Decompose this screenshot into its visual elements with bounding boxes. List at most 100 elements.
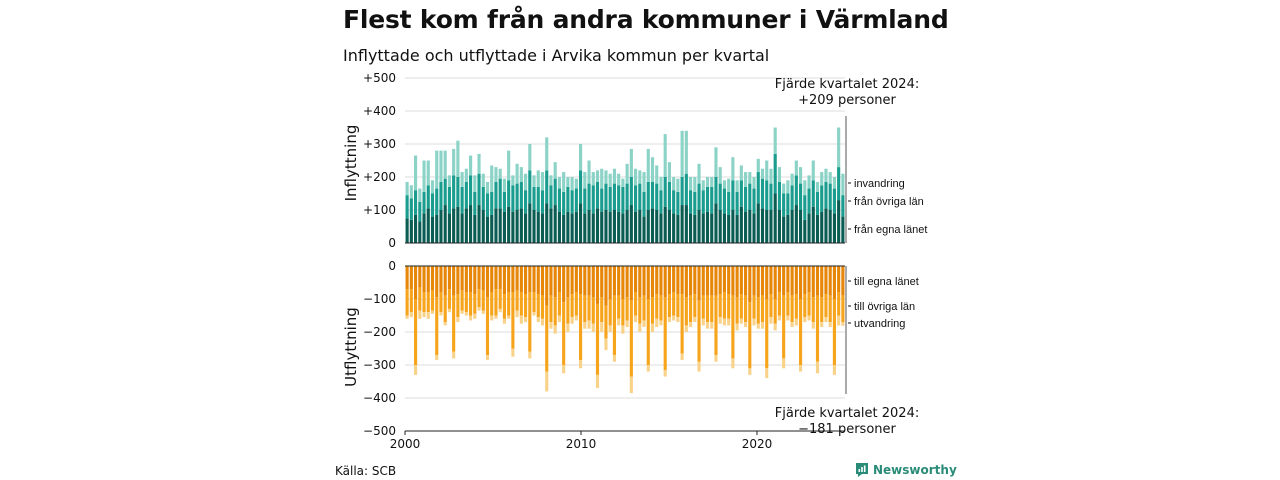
outflow-bar-ovriga: [595, 303, 600, 375]
inflow-bar-ovriga: [697, 183, 701, 210]
inflow-bar-lan: [701, 213, 705, 243]
inflow-bar-lan: [498, 208, 502, 243]
outflow-bar-ovriga: [498, 289, 502, 309]
outflow-bar-lan: [422, 266, 426, 293]
outflow-bar-lan: [549, 266, 553, 296]
inflow-bar-lan: [760, 208, 765, 243]
inflow-bar-migration: [782, 183, 786, 194]
inflow-bar-ovriga: [629, 177, 633, 206]
outflow-bar-lan: [435, 266, 439, 298]
outflow-bar-migration: [439, 312, 443, 316]
inflow-bar-ovriga: [464, 181, 468, 209]
inflow-bar-ovriga: [790, 185, 794, 210]
outflow-bar-lan: [773, 266, 777, 299]
outflow-bar-ovriga: [765, 299, 769, 369]
outflow-bar-migration: [811, 322, 815, 329]
source-note: Källa: SCB: [335, 464, 397, 478]
inflow-bar-migration: [583, 172, 587, 189]
inflow-bar-lan: [532, 210, 536, 243]
outflow-bar-migration: [782, 358, 786, 369]
outflow-bar-migration: [722, 318, 726, 326]
inflow-bar-lan: [739, 206, 743, 243]
outflow-bar-migration: [748, 368, 752, 375]
inflow-bar-ovriga: [473, 191, 477, 215]
outflow-bar-migration: [621, 325, 625, 334]
outflow-bar-ovriga: [473, 294, 477, 314]
outflow-bar-migration: [680, 353, 684, 361]
inflow-bar-ovriga: [469, 175, 473, 206]
outflow-bar-migration: [579, 360, 583, 369]
inflow-bar-migration: [777, 167, 781, 182]
outflow-bar-ovriga: [490, 292, 494, 316]
inflow-bar-ovriga: [731, 180, 735, 210]
outflow-bar-ovriga: [591, 297, 595, 324]
outflow-bar-lan: [524, 266, 528, 295]
legend-invandring: invandring: [854, 178, 905, 190]
inflow-bar-migration: [498, 168, 502, 179]
outflow-bar-lan: [794, 266, 798, 295]
inflow-bar-lan: [579, 203, 583, 243]
outflow-bar-lan: [689, 266, 693, 296]
outflow-annotation-line1: Fjärde kvartalet 2024:: [775, 406, 919, 421]
outflow-bar-migration: [426, 312, 430, 319]
outflow-bar-ovriga: [782, 295, 786, 359]
outflow-bar-ovriga: [460, 290, 464, 311]
outflow-bar-migration: [689, 322, 693, 328]
inflow-bar-migration: [418, 188, 422, 202]
outflow-bar-migration: [828, 322, 832, 328]
inflow-bar-migration: [655, 165, 659, 184]
outflow-bar-lan: [820, 266, 824, 298]
inflow-bar-migration: [625, 163, 629, 184]
outflow-bar-lan: [655, 266, 659, 295]
outflow-bar-migration: [786, 315, 790, 321]
inflow-bar-migration: [697, 163, 701, 184]
inflow-bar-lan: [612, 210, 616, 243]
inflow-bar-migration: [557, 177, 561, 189]
inflow-bar-migration: [485, 181, 490, 194]
inflow-bars: [405, 127, 845, 243]
inflow-bar-migration: [600, 168, 604, 189]
outflow-bar-lan: [469, 266, 473, 293]
inflow-bar-migration: [524, 173, 528, 191]
outflow-bar-lan: [519, 266, 523, 293]
inflow-bar-migration: [705, 177, 710, 187]
outflow-bar-lan: [591, 266, 595, 298]
outflow-bar-migration: [536, 317, 540, 323]
outflow-bar-ovriga: [777, 292, 781, 316]
inflow-bar-ovriga: [502, 191, 506, 212]
inflow-bar-ovriga: [735, 191, 739, 215]
outflow-bar-migration: [490, 315, 494, 321]
outflow-bar-lan: [777, 266, 781, 293]
inflow-bar-lan: [481, 210, 485, 243]
outflow-bar-migration: [570, 317, 574, 324]
inflow-y-tick-label: +300: [363, 137, 396, 151]
inflow-bar-ovriga: [684, 173, 688, 206]
inflow-bar-lan: [553, 205, 557, 243]
inflow-bar-lan: [777, 210, 781, 243]
inflow-bar-lan: [803, 219, 807, 243]
outflow-bar-lan: [769, 266, 773, 295]
inflow-bar-ovriga: [718, 183, 722, 210]
outflow-bar-lan: [629, 266, 633, 301]
inflow-bar-ovriga: [634, 185, 638, 212]
inflow-bar-ovriga: [583, 188, 587, 214]
inflow-bar-migration: [731, 157, 735, 181]
outflow-bar-lan: [515, 266, 519, 291]
outflow-bar-ovriga: [485, 297, 490, 356]
inflow-bar-ovriga: [794, 175, 798, 206]
inflow-y-tick-label: +200: [363, 170, 396, 184]
outflow-bar-lan: [756, 266, 760, 298]
inflow-bar-migration: [714, 147, 718, 177]
outflow-bar-ovriga: [477, 289, 481, 308]
outflow-bar-ovriga: [629, 300, 633, 377]
outflow-bar-ovriga: [447, 289, 451, 309]
brand-logo[interactable]: Newsworthy: [855, 462, 957, 478]
inflow-bar-migration: [769, 168, 773, 184]
outflow-bar-ovriga: [502, 294, 506, 319]
outflow-bar-migration: [617, 318, 621, 326]
inflow-bar-ovriga: [460, 186, 464, 214]
inflow-bar-lan: [756, 203, 760, 243]
outflow-bar-ovriga: [837, 292, 841, 316]
outflow-bar-migration: [460, 310, 464, 314]
